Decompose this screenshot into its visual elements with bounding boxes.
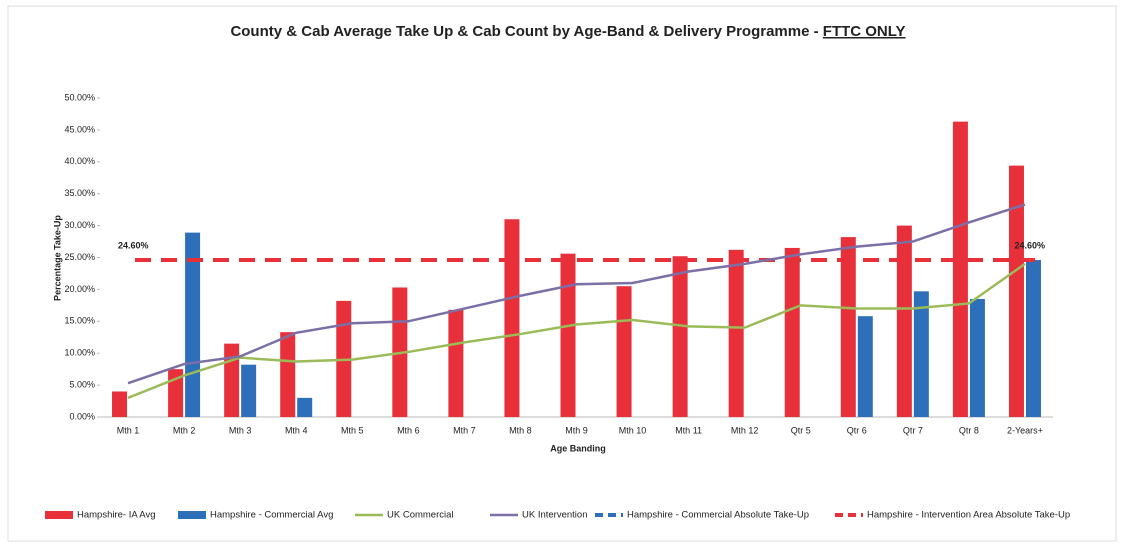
y-tick-label: 10.00% xyxy=(64,348,95,358)
y-tick-label: 15.00% xyxy=(64,316,95,326)
x-tick-label: Qtr 8 xyxy=(959,425,979,435)
title-main: County & Cab Average Take Up & Cab Count… xyxy=(230,23,818,40)
line-series xyxy=(127,262,1026,400)
x-tick-label: Qtr 5 xyxy=(791,425,811,435)
bar xyxy=(560,253,576,417)
bar xyxy=(952,121,968,417)
y-tick-label: 50.00% xyxy=(64,92,95,102)
bar xyxy=(896,225,912,417)
bar xyxy=(224,343,240,417)
x-tick-label: Mth 7 xyxy=(453,425,476,435)
x-tick-label: Qtr 6 xyxy=(847,425,867,435)
y-tick-label: 0.00% xyxy=(69,411,95,421)
x-tick-label: 2-Years+ xyxy=(1007,425,1043,435)
bar xyxy=(840,237,856,417)
y-tick-label: 5.00% xyxy=(69,379,95,389)
bar xyxy=(448,309,464,417)
bar xyxy=(280,332,296,417)
title-underlined: FTTC ONLY xyxy=(823,23,906,40)
bar xyxy=(1025,260,1041,417)
x-tick-label: Mth 2 xyxy=(173,425,196,435)
x-tick-label: Mth 3 xyxy=(229,425,252,435)
x-tick-label: Qtr 7 xyxy=(903,425,923,435)
x-tick-label: Mth 8 xyxy=(509,425,532,435)
y-axis-title: Percentage Take-Up xyxy=(52,215,62,301)
legend-label: Hampshire - Commercial Avg xyxy=(210,510,333,521)
bar xyxy=(784,247,800,417)
bar xyxy=(913,291,929,417)
legend-label: Hampshire - Commercial Absolute Take-Up xyxy=(627,510,809,521)
reference-label: 24.60% xyxy=(1014,240,1045,250)
y-tick-label: 25.00% xyxy=(64,252,95,262)
bar xyxy=(857,316,873,417)
x-tick-label: Mth 1 xyxy=(117,425,140,435)
y-tick-label: 30.00% xyxy=(64,220,95,230)
x-tick-label: Mth 5 xyxy=(341,425,364,435)
x-tick-label: Mth 4 xyxy=(285,425,308,435)
reference-label: 24.60% xyxy=(118,240,149,250)
bar xyxy=(672,256,688,417)
x-tick-label: Mth 11 xyxy=(675,425,702,435)
legend-swatch xyxy=(45,511,73,519)
bar xyxy=(241,364,257,417)
x-tick-label: Mth 12 xyxy=(731,425,759,435)
bar xyxy=(1008,165,1024,417)
y-tick-label: 35.00% xyxy=(64,188,95,198)
legend-swatch xyxy=(178,511,206,519)
bar xyxy=(297,397,313,417)
line-series xyxy=(127,203,1026,385)
bar xyxy=(504,219,520,417)
y-tick-label: 45.00% xyxy=(64,124,95,134)
chart-title: County & Cab Average Take Up & Cab Count… xyxy=(230,23,905,40)
y-tick-label: 40.00% xyxy=(64,156,95,166)
x-tick-label: Mth 9 xyxy=(565,425,588,435)
y-tick-label: 20.00% xyxy=(64,284,95,294)
x-tick-label: Mth 10 xyxy=(619,425,647,435)
legend-label: Hampshire - Intervention Area Absolute T… xyxy=(867,510,1070,521)
bar xyxy=(728,249,744,417)
bar xyxy=(969,298,985,417)
x-axis-title: Age Banding xyxy=(550,443,606,453)
legend-label: Hampshire- IA Avg xyxy=(77,510,156,521)
bar xyxy=(616,286,632,417)
legend-label: UK Intervention xyxy=(522,510,587,521)
x-tick-label: Mth 6 xyxy=(397,425,420,435)
bar xyxy=(112,391,128,417)
legend-label: UK Commercial xyxy=(387,510,454,521)
